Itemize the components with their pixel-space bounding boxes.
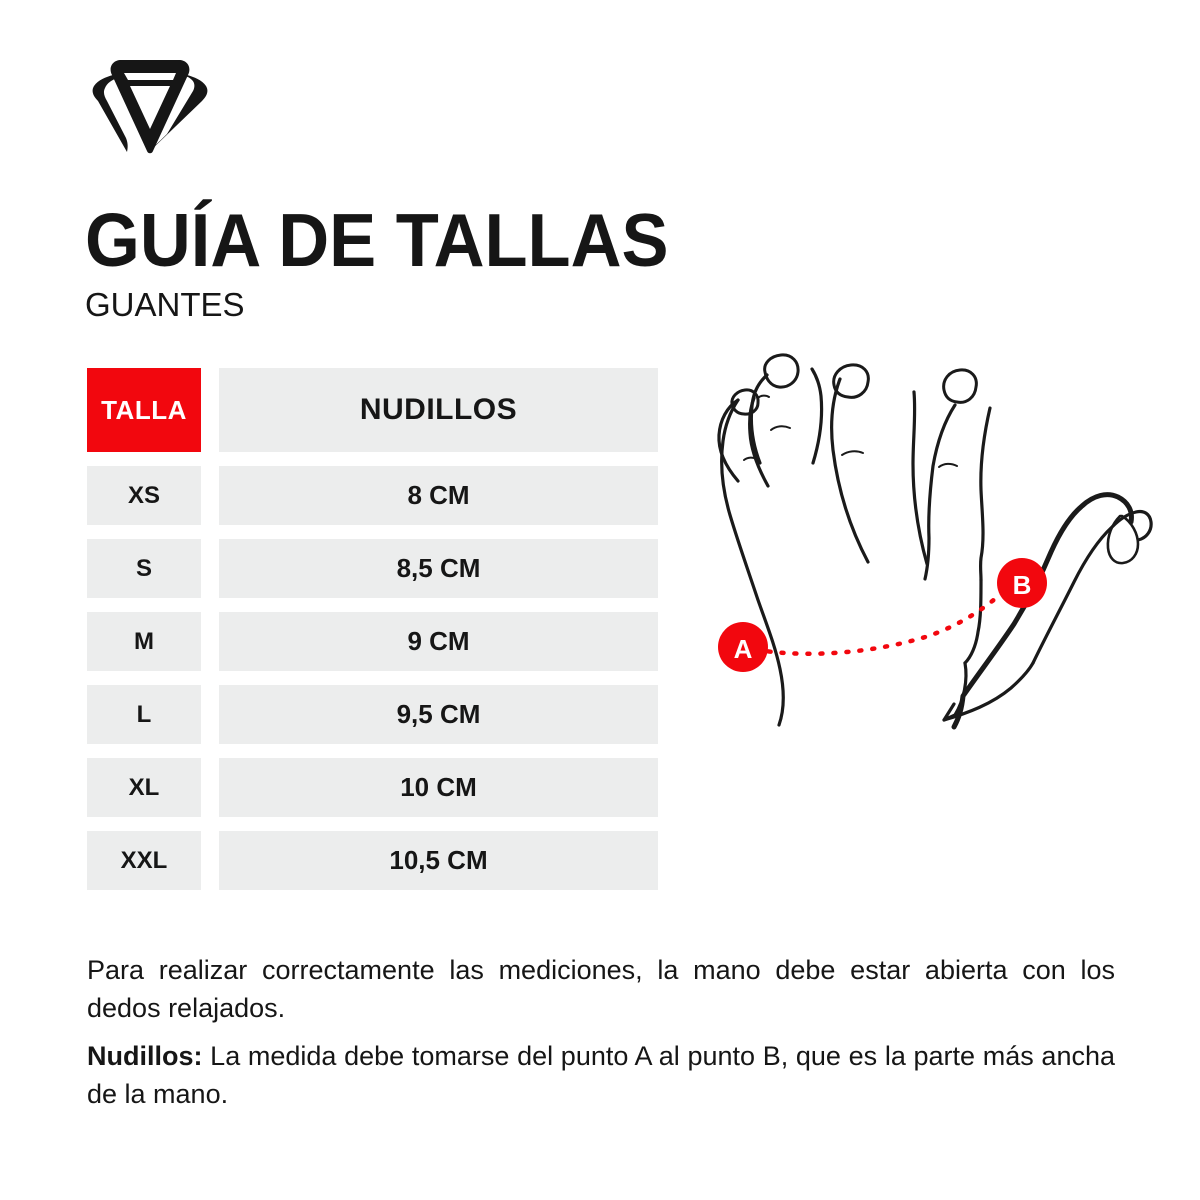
svg-text:B: B [1013,570,1032,600]
svg-text:A: A [734,634,753,664]
